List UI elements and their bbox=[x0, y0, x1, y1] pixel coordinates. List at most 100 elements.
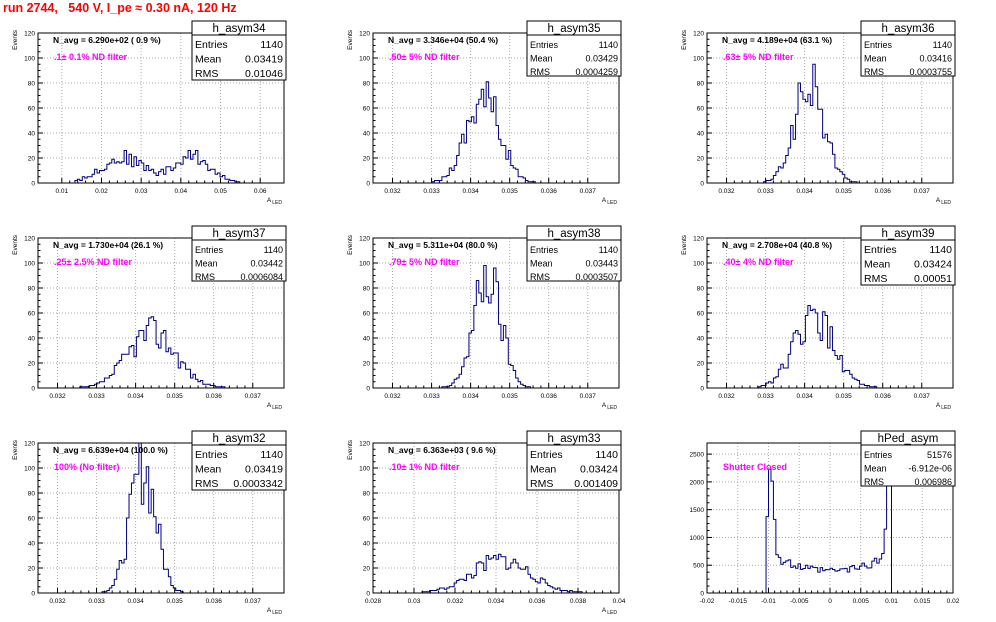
stats-title: hPed_asym bbox=[878, 433, 939, 445]
y-tick-label: 100 bbox=[693, 56, 704, 63]
stats-box-frame bbox=[191, 225, 287, 282]
x-tick-label: 0.034 bbox=[127, 598, 144, 605]
y-tick-label: 120 bbox=[359, 31, 370, 38]
y-tick-label: 40 bbox=[697, 131, 705, 138]
y-tick-label: 2000 bbox=[690, 479, 705, 486]
y-tick-label: 20 bbox=[363, 566, 371, 573]
histogram-pad-h_asym36: 0.032 0.033 0.034 0.035 0.036 0.037 0 20 40 60 80 1… bbox=[681, 20, 956, 206]
x-axis-title: ALED bbox=[936, 402, 951, 411]
stats-row-value: 1140 bbox=[260, 39, 283, 51]
y-tick-label: 20 bbox=[28, 566, 36, 573]
stats-title: h_asym32 bbox=[212, 433, 265, 445]
stats-title: h_asym36 bbox=[881, 23, 934, 35]
x-tick-label: 0.035 bbox=[502, 393, 519, 400]
stats-row-label: Mean bbox=[195, 464, 221, 476]
stats-row-label: Mean bbox=[530, 259, 553, 269]
stats-box-frame bbox=[860, 20, 956, 77]
x-tick-label: 0.005 bbox=[853, 598, 870, 605]
x-tick-label: 0.035 bbox=[836, 393, 853, 400]
histogram-pad-h_asym38: 0.032 0.033 0.034 0.035 0.036 0.037 0 20 40 60 80 1… bbox=[347, 225, 622, 411]
y-tick-label: 0 bbox=[31, 386, 35, 393]
stats-box-frame bbox=[526, 430, 622, 491]
filter-label: .1± 0.1% ND filter bbox=[54, 52, 127, 62]
stats-row-label: RMS bbox=[530, 478, 553, 490]
x-tick-label: 0.036 bbox=[875, 393, 892, 400]
y-tick-label: 80 bbox=[363, 81, 371, 88]
stats-row-value: 1140 bbox=[260, 449, 283, 461]
stats-row-value: 0.01046 bbox=[245, 68, 283, 80]
x-tick-label: 0.036 bbox=[541, 188, 558, 195]
stats-row-value: 1140 bbox=[599, 245, 618, 255]
histogram-bins bbox=[373, 81, 619, 184]
y-tick-label: 120 bbox=[693, 31, 704, 38]
stats-box: h_asym32 Entries 1140 Mean 0.03419 RMS 0.00033… bbox=[191, 430, 287, 491]
stats-title: h_asym35 bbox=[547, 23, 600, 35]
y-tick-label: 40 bbox=[363, 541, 371, 548]
stats-row-label: Entries bbox=[530, 245, 559, 255]
y-axis-title: Events bbox=[12, 439, 19, 460]
stats-row-value: 0.03419 bbox=[245, 54, 283, 66]
x-tick-label: 0.02 bbox=[947, 598, 960, 605]
y-tick-label: 100 bbox=[24, 466, 35, 473]
histogram-bins bbox=[38, 150, 284, 184]
stats-box: hPed_asym Entries 51576 Mean -6.912e-06 RMS 0.… bbox=[860, 430, 956, 487]
x-tick-label: 0.036 bbox=[206, 598, 223, 605]
x-axis-title: ALED bbox=[602, 607, 617, 616]
y-tick-label: 40 bbox=[28, 336, 36, 343]
y-tick-label: 100 bbox=[693, 261, 704, 268]
stats-row-label: Entries bbox=[195, 39, 228, 51]
x-tick-label: 0.037 bbox=[580, 393, 597, 400]
stats-row-label: Mean bbox=[530, 54, 553, 64]
navg-annotation: N_avg = 1.730e+04 (26.1 %) bbox=[53, 240, 163, 250]
stats-row-value: 0.00051 bbox=[914, 273, 952, 285]
stats-box-frame bbox=[526, 20, 622, 77]
stats-title: h_asym39 bbox=[881, 228, 934, 240]
x-tick-label: 0.036 bbox=[875, 188, 892, 195]
x-tick-label: 0.036 bbox=[206, 393, 223, 400]
y-tick-label: 0 bbox=[366, 591, 370, 598]
y-axis-title: Events bbox=[347, 234, 354, 255]
histogram-pad-h_asym32: 0.032 0.033 0.034 0.035 0.036 0.037 0 20 40 60 80 1… bbox=[12, 430, 287, 616]
x-tick-label: 0.034 bbox=[796, 393, 813, 400]
y-axis-title: Events bbox=[12, 234, 19, 255]
stats-row-value: 0.03424 bbox=[914, 259, 952, 271]
y-tick-label: 120 bbox=[359, 441, 370, 448]
x-tick-label: -0.015 bbox=[729, 598, 748, 605]
histogram-bins bbox=[38, 316, 284, 389]
stats-row-value: 0.0003342 bbox=[233, 478, 283, 490]
x-tick-label: 0.036 bbox=[541, 393, 558, 400]
navg-annotation: N_avg = 6.363e+03 ( 9.6 %) bbox=[388, 445, 496, 455]
stats-box: h_asym36 Entries 1140 Mean 0.03416 RMS 0.00037… bbox=[860, 20, 956, 77]
x-tick-label: 0.01 bbox=[55, 188, 68, 195]
y-tick-label: 0 bbox=[366, 181, 370, 188]
histogram-pad-hPed_asym: -0.02 -0.015 -0.01 -0.005 0 0.005 0.01 0.015 0.0… bbox=[690, 430, 960, 605]
x-tick-label: 0.034 bbox=[462, 188, 479, 195]
stats-title: h_asym37 bbox=[212, 228, 265, 240]
x-tick-label: -0.01 bbox=[761, 598, 776, 605]
stats-row-value: 0.03416 bbox=[919, 54, 952, 64]
stats-row-label: Entries bbox=[195, 449, 228, 461]
y-tick-label: 60 bbox=[363, 311, 371, 318]
histogram-pad-h_asym35: 0.032 0.033 0.034 0.035 0.036 0.037 0 20 40 60 80 1… bbox=[347, 20, 622, 206]
y-tick-label: 40 bbox=[697, 336, 705, 343]
x-tick-label: 0.06 bbox=[254, 188, 267, 195]
x-axis-title: ALED bbox=[602, 402, 617, 411]
filter-label: .10± 1% ND filter bbox=[389, 462, 460, 472]
y-tick-label: 500 bbox=[693, 563, 704, 570]
y-tick-label: 20 bbox=[28, 361, 36, 368]
x-tick-label: 0.037 bbox=[914, 393, 931, 400]
x-axis-title: ALED bbox=[602, 197, 617, 206]
y-tick-label: 20 bbox=[363, 156, 371, 163]
x-tick-label: 0.037 bbox=[245, 598, 262, 605]
x-tick-label: 0.033 bbox=[423, 393, 440, 400]
x-tick-label: -0.005 bbox=[790, 598, 809, 605]
y-tick-label: 120 bbox=[24, 441, 35, 448]
stats-row-label: Mean bbox=[530, 464, 556, 476]
y-tick-label: 40 bbox=[363, 336, 371, 343]
stats-row-value: 0.0003755 bbox=[909, 67, 952, 77]
stats-row-value: 0.03419 bbox=[245, 464, 283, 476]
x-tick-label: 0.037 bbox=[580, 188, 597, 195]
y-tick-label: 0 bbox=[31, 591, 35, 598]
x-tick-label: 0.038 bbox=[570, 598, 587, 605]
